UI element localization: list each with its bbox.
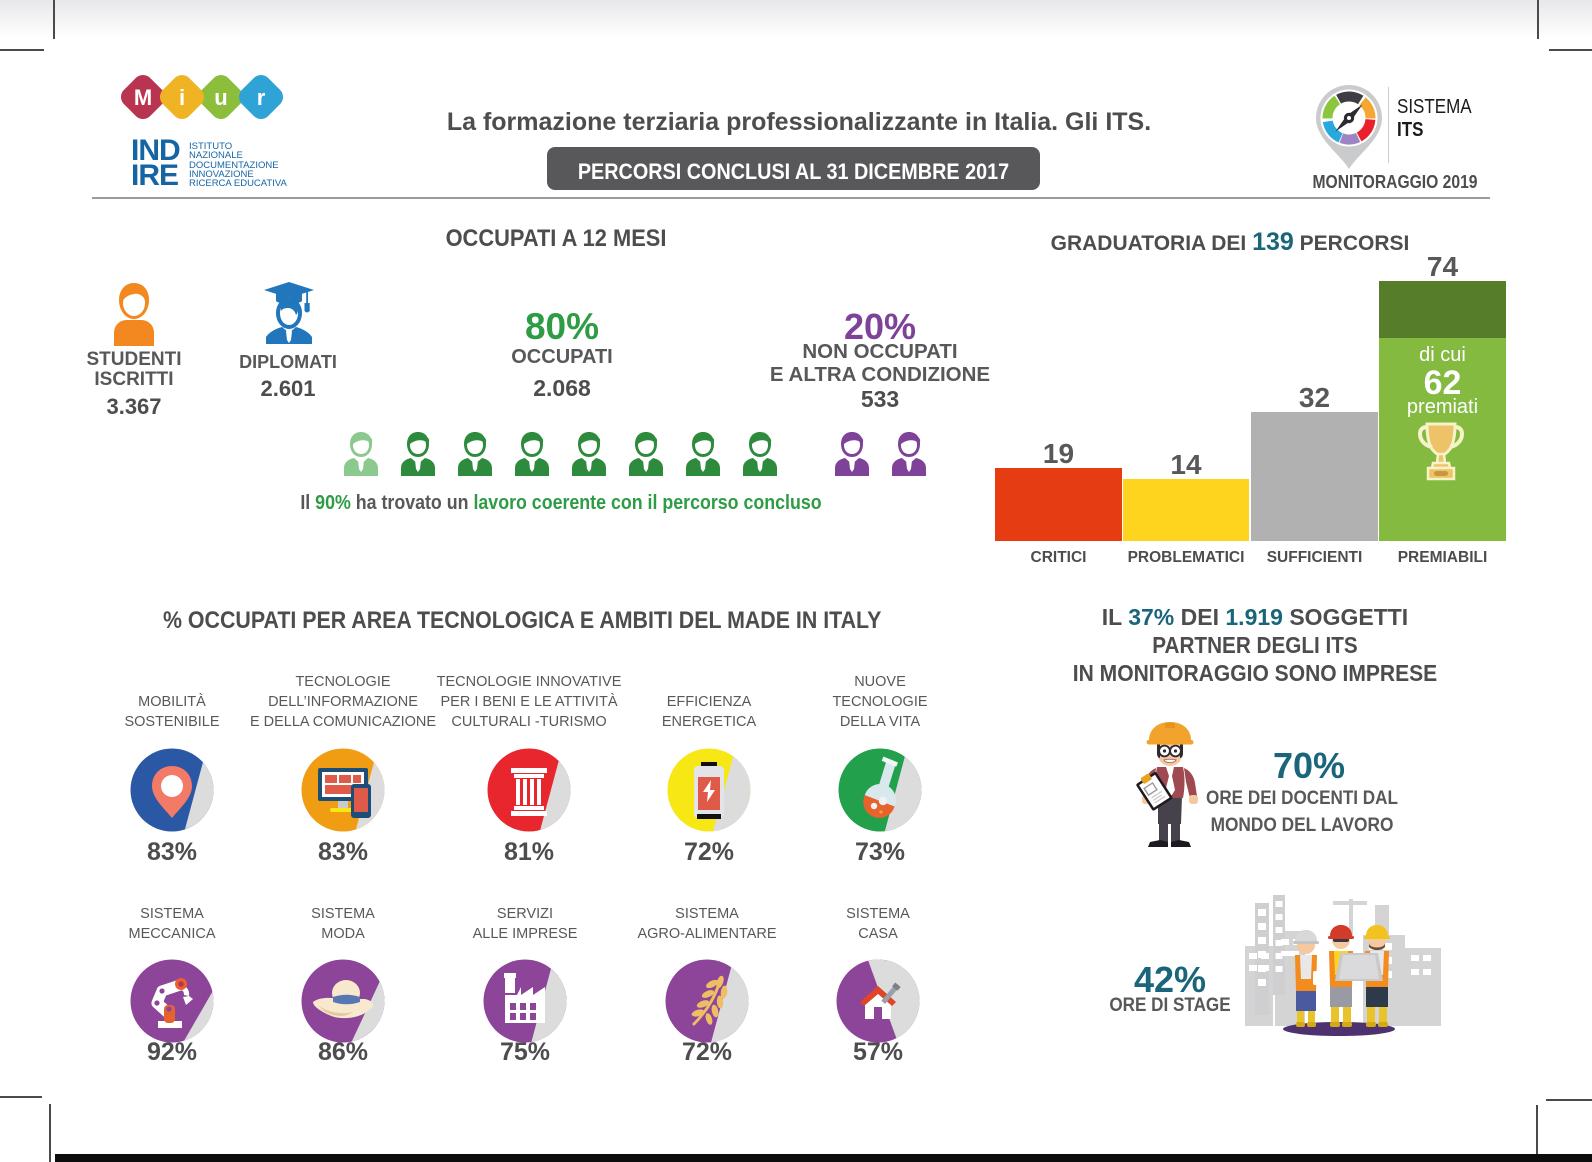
svg-text:i: i: [179, 85, 185, 110]
svg-text:M: M: [134, 85, 152, 110]
svg-text:r: r: [257, 85, 266, 110]
svg-text:u: u: [214, 85, 227, 110]
